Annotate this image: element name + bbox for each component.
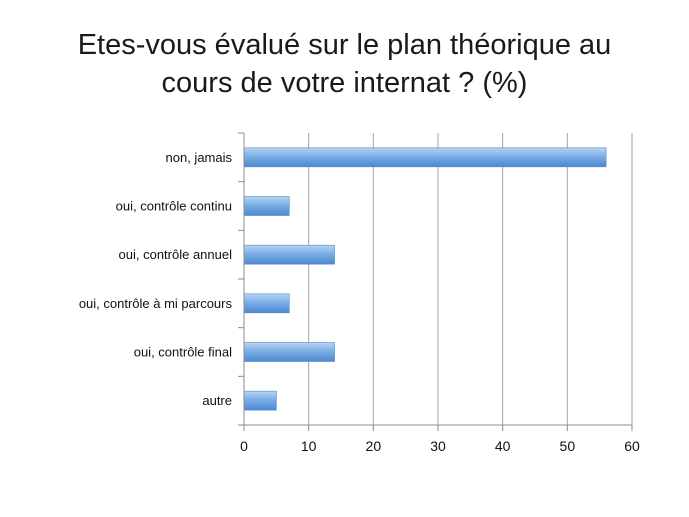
category-label: oui, contrôle final <box>134 345 232 360</box>
bar <box>243 342 335 362</box>
chart-title-line-2: cours de votre internat ? (%) <box>161 67 528 99</box>
x-tick-label: 50 <box>560 438 576 454</box>
category-label: oui, contrôle annuel <box>119 247 233 262</box>
bar <box>243 390 277 411</box>
x-tick-label: 60 <box>624 438 640 454</box>
x-tick-label: 0 <box>240 438 248 454</box>
category-label: autre <box>202 393 232 408</box>
bar <box>243 244 335 265</box>
category-labels: non, jamais oui, contrôle continu oui, con… <box>79 150 233 408</box>
axes <box>238 132 633 431</box>
bars <box>243 147 607 411</box>
category-label: oui, contrôle à mi parcours <box>79 296 233 311</box>
x-tick-label: 20 <box>366 438 382 454</box>
x-tick-labels: 0 10 20 30 40 50 60 <box>240 438 640 454</box>
chart-title-line-1: Etes-vous évalué sur le plan théorique a… <box>77 29 612 61</box>
bar <box>243 147 607 168</box>
bar <box>243 293 290 314</box>
chart-title: Etes-vous évalué sur le plan théorique a… <box>0 26 689 102</box>
bar <box>243 196 290 216</box>
category-label: non, jamais <box>166 150 233 165</box>
category-label: oui, contrôle continu <box>116 199 232 214</box>
x-tick-label: 30 <box>430 438 446 454</box>
x-tick-label: 40 <box>495 438 511 454</box>
x-tick-label: 10 <box>301 438 317 454</box>
gridlines <box>308 133 633 425</box>
